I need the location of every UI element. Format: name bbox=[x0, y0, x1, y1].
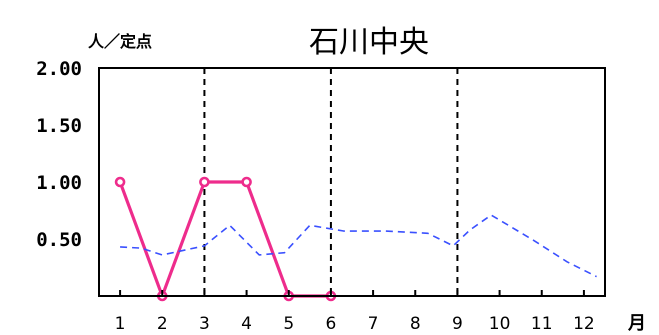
series-1-point bbox=[199, 176, 210, 188]
plot-frame bbox=[98, 67, 606, 297]
y-axis-unit-label: 人／定点 bbox=[88, 32, 152, 51]
series-line-2 bbox=[120, 214, 597, 278]
y-tick-label: 1.50 bbox=[36, 115, 82, 137]
x-tick-label: 11 bbox=[531, 314, 553, 334]
series-layer bbox=[114, 176, 597, 302]
series-1-point bbox=[114, 176, 126, 188]
x-tick-label: 9 bbox=[452, 314, 463, 334]
x-tick-label: 4 bbox=[241, 314, 252, 334]
x-tick-label: 7 bbox=[368, 314, 379, 334]
x-axis-unit-label: 月 bbox=[627, 313, 646, 334]
series-line-1 bbox=[118, 180, 331, 298]
series-1-point bbox=[241, 176, 252, 188]
x-tick-label: 12 bbox=[573, 314, 595, 334]
y-tick-label: 2.00 bbox=[36, 58, 82, 80]
x-tick-label: 1 bbox=[115, 314, 126, 334]
y-tick-label: 1.00 bbox=[36, 172, 82, 194]
y-tick-label: 0.50 bbox=[36, 229, 82, 251]
x-tick-label: 2 bbox=[157, 314, 168, 334]
x-tick-label: 8 bbox=[410, 314, 421, 334]
y-axis: 2.00 1.50 1.00 0.50 bbox=[36, 58, 82, 251]
x-tick-label: 6 bbox=[326, 314, 337, 334]
x-axis: 1 2 3 4 5 6 7 8 9 10 11 12 bbox=[115, 290, 595, 334]
x-tick-label: 5 bbox=[283, 314, 294, 334]
x-tick-label: 3 bbox=[199, 314, 210, 334]
x-tick-label: 10 bbox=[489, 314, 511, 334]
chart-title: 石川中央 bbox=[309, 25, 429, 60]
